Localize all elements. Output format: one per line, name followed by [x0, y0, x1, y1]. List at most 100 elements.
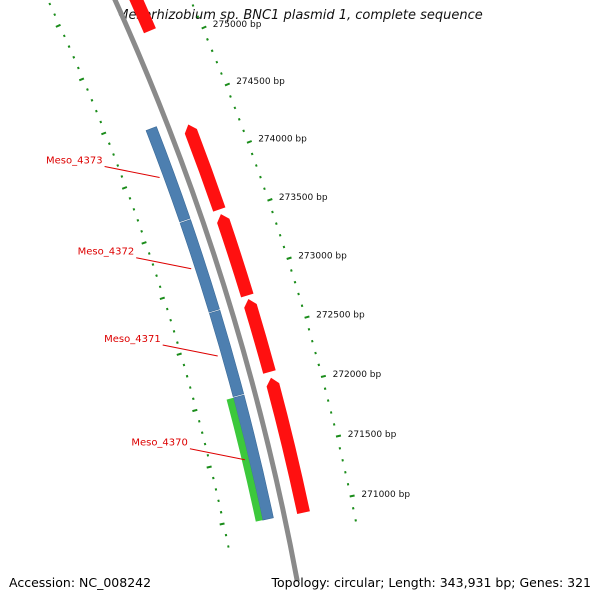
minor-tick — [140, 229, 143, 233]
scale-label: 274000 bp — [258, 135, 307, 145]
minor-tick — [271, 210, 274, 214]
minor-tick — [147, 252, 151, 255]
backbone-group — [109, 0, 300, 583]
gene-block — [209, 309, 245, 397]
minor-tick — [214, 488, 218, 491]
minor-tick — [219, 510, 223, 514]
gene-leader-line — [104, 166, 160, 178]
minor-tick — [196, 15, 200, 19]
minor-tick — [200, 431, 204, 434]
minor-tick — [155, 274, 158, 278]
minor-tick — [332, 423, 336, 426]
cds-arrow — [266, 377, 310, 514]
major-tick — [349, 494, 355, 498]
minor-tick — [215, 60, 219, 64]
minor-tick — [217, 499, 220, 503]
major-tick — [246, 140, 253, 144]
minor-tick — [233, 106, 237, 110]
minor-tick — [237, 117, 241, 121]
minor-tick — [191, 4, 195, 7]
minor-tick — [278, 233, 282, 237]
major-tick — [335, 434, 342, 438]
minor-tick — [314, 351, 317, 355]
minor-tick — [307, 328, 311, 331]
minor-tick — [203, 442, 207, 446]
minor-tick — [136, 218, 140, 222]
minor-tick — [112, 153, 115, 156]
major-tick — [101, 131, 107, 136]
minor-tick — [158, 285, 162, 289]
gene-leader-line — [189, 448, 245, 461]
minor-tick — [90, 98, 94, 102]
minor-tick — [107, 142, 111, 146]
gene-label: Meso_4370 — [131, 438, 188, 449]
minor-tick — [210, 49, 214, 53]
minor-tick — [317, 363, 321, 367]
minor-tick — [67, 45, 71, 49]
minor-tick — [132, 207, 136, 211]
major-tick — [267, 198, 273, 202]
tick-track-outer — [191, 4, 357, 522]
minor-tick — [297, 292, 300, 296]
scale-label: 274500 bp — [236, 77, 285, 87]
major-tick — [206, 465, 212, 469]
minor-tick — [151, 263, 155, 266]
minor-tick — [351, 507, 355, 510]
minor-tick — [206, 454, 210, 457]
minor-tick — [76, 66, 80, 70]
scale-label: 273500 bp — [279, 193, 328, 203]
gene-leader-line — [136, 257, 192, 270]
major-tick — [176, 352, 182, 356]
major-tick — [159, 296, 165, 301]
scale-label: 272000 bp — [333, 370, 382, 380]
minor-tick — [220, 72, 223, 75]
minor-tick — [242, 129, 245, 133]
major-tick — [55, 23, 61, 28]
scale-label: 275000 bp — [213, 20, 262, 30]
minor-tick — [323, 387, 327, 390]
minor-tick — [263, 187, 266, 191]
accession-text: Accession: NC_008242 — [9, 575, 152, 590]
minor-tick — [338, 447, 342, 450]
major-tick — [224, 82, 231, 87]
gene-leader-line — [162, 344, 218, 357]
major-tick — [286, 256, 292, 260]
scale-label: 273000 bp — [298, 251, 347, 261]
gene-label: Meso_4373 — [46, 156, 103, 167]
cds-arrow — [217, 214, 254, 298]
minor-tick — [259, 175, 262, 179]
major-tick — [304, 315, 310, 319]
minor-tick — [229, 95, 232, 98]
sequence-backbone — [112, 0, 300, 582]
tick-track-inner — [48, 2, 230, 548]
minor-tick — [53, 13, 57, 17]
topology-text: Topology: circular; Length: 343,931 bp; … — [271, 575, 592, 590]
major-tick — [219, 522, 225, 526]
cds-arrow — [244, 299, 276, 374]
scale-label: 271000 bp — [361, 490, 410, 500]
minor-tick — [206, 37, 209, 41]
major-tick — [201, 25, 207, 30]
minor-tick — [172, 330, 176, 333]
minor-tick — [300, 304, 304, 308]
minor-tick — [166, 307, 169, 311]
minor-tick — [212, 476, 215, 480]
minor-tick — [116, 164, 120, 167]
major-tick — [192, 408, 198, 413]
major-tick — [121, 186, 128, 190]
minor-tick — [326, 399, 330, 402]
minor-tick — [176, 341, 179, 344]
scale-label-track: 271000 bp 271500 bp 272000 bp 272500 bp 2730… — [213, 20, 411, 500]
minor-tick — [282, 245, 286, 249]
minor-tick — [198, 420, 201, 423]
major-tick — [141, 241, 147, 245]
minor-tick — [72, 55, 76, 59]
minor-tick — [86, 88, 89, 91]
minor-tick — [62, 34, 66, 38]
minor-tick — [169, 318, 172, 322]
minor-tick — [275, 222, 278, 225]
minor-tick — [250, 152, 254, 156]
backbone-highlight — [109, 0, 295, 583]
cds-arrow — [129, 0, 156, 34]
